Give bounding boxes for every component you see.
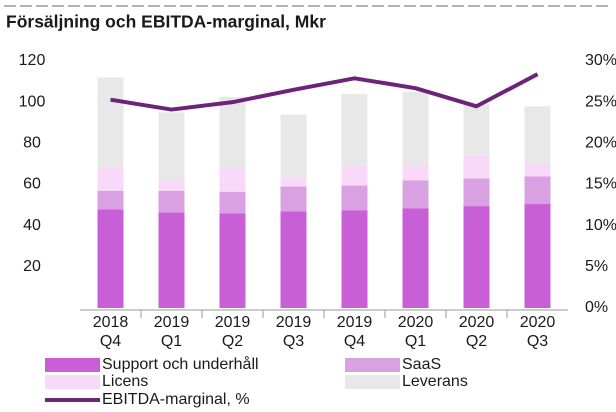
x-tick-label: Q1 (161, 333, 182, 350)
legend-swatch (345, 358, 400, 372)
legend-label: Support och underhåll (102, 355, 259, 373)
bar-segment (280, 186, 307, 212)
x-tick-label: 2019 (276, 314, 312, 331)
y2-tick-label: 5% (585, 258, 608, 275)
y-tick-label: 120 (19, 52, 46, 69)
bar-segment (97, 77, 124, 169)
bar-segment (341, 164, 368, 186)
bar-segment (402, 208, 429, 308)
bar-segment (219, 213, 246, 308)
bar-segment (463, 206, 490, 308)
legend-swatch (45, 375, 100, 389)
x-tick-label: Q4 (344, 333, 365, 350)
bar-segment (97, 168, 124, 191)
bar-segment (524, 106, 551, 163)
x-tick-label: 2018 (93, 314, 129, 331)
bar-segment (463, 155, 490, 179)
y2-tick-label: 25% (585, 93, 616, 110)
x-tick-label: Q2 (466, 333, 487, 350)
x-tick-label: Q3 (283, 333, 304, 350)
x-tick-label: Q1 (405, 333, 426, 350)
chart-title: Försäljning och EBITDA-marginal, Mkr (6, 12, 326, 32)
legend-swatch (45, 358, 100, 372)
y-tick-label: 60 (23, 176, 41, 193)
bar-segment (463, 104, 490, 156)
bar-segment (158, 212, 185, 308)
x-tick-label: 2019 (215, 314, 251, 331)
y-tick-label: 100 (19, 93, 46, 110)
y2-tick-label: 10% (585, 217, 616, 234)
bar-segment (463, 178, 490, 207)
bar-segment (219, 97, 246, 168)
y-tick-label: 20 (23, 258, 41, 275)
bar-segment (158, 180, 185, 191)
bar-segment (341, 210, 368, 308)
x-tick-label: Q2 (222, 333, 243, 350)
bar-segment (158, 112, 185, 181)
bar-segment (280, 114, 307, 179)
x-tick-label: Q4 (100, 333, 121, 350)
bar-segment (402, 180, 429, 209)
x-tick-label: 2020 (520, 314, 556, 331)
legend-label: EBITDA-marginal, % (102, 391, 250, 408)
bar-segment (219, 167, 246, 192)
bar-segment (524, 162, 551, 177)
legend-swatch (345, 375, 400, 389)
bar-segment (97, 209, 124, 308)
bar-segment (219, 191, 246, 214)
bar-segment (402, 91, 429, 165)
y2-tick-label: 30% (585, 52, 616, 69)
y-tick-label: 80 (23, 135, 41, 152)
legend-label: SaaS (402, 356, 441, 373)
x-tick-label: 2019 (154, 314, 190, 331)
bar-segment (158, 190, 185, 213)
x-tick-label: 2020 (459, 314, 495, 331)
x-tick-label: Q3 (527, 333, 548, 350)
bar-segment (402, 164, 429, 181)
y-tick-label: 40 (23, 217, 41, 234)
bar-segment (280, 211, 307, 308)
bar-segment (524, 204, 551, 308)
x-tick-label: 2019 (337, 314, 373, 331)
bar-segment (341, 93, 368, 165)
bar-segment (341, 185, 368, 211)
x-tick-label: 2020 (398, 314, 434, 331)
y2-tick-label: 0% (585, 299, 608, 316)
line (110, 72, 539, 112)
bar-segment (97, 190, 124, 210)
y2-tick-label: 15% (585, 176, 616, 193)
bar-segment (524, 176, 551, 205)
y2-tick-label: 20% (585, 135, 616, 152)
legend-label: Leverans (402, 373, 468, 390)
bar-segment (280, 178, 307, 187)
legend-label: Licens (102, 373, 148, 390)
